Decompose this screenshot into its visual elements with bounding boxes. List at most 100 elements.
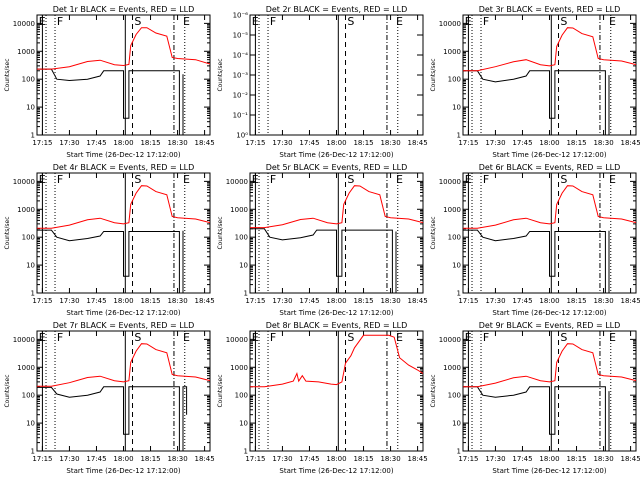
x-tick-label: 18:45 [621,139,640,147]
series-lld-line [37,185,210,229]
time-marker-label: S [134,15,141,28]
chart-title: Det 8r BLACK = Events, RED = LLD [266,321,408,330]
y-tick-label: 10 [26,104,35,112]
x-tick-label: 18:45 [408,297,428,305]
x-tick-label: 18:45 [195,139,215,147]
plot-frame [249,14,424,136]
x-tick-label: 18:15 [353,139,373,147]
y-tick-label: 10 [239,262,248,270]
x-tick-label: 17:45 [299,455,319,463]
chart-title: Det 2r BLACK = Events, RED = LLD [266,5,408,14]
y-tick-label: 100 [448,234,461,242]
series-lld-line [463,185,636,229]
y-tick-label: 10 [239,420,248,428]
x-tick-label: 18:45 [408,455,428,463]
time-marker-label: S [560,173,567,186]
y-tick-label: 10000 [13,336,35,344]
chart-title: Det 9r BLACK = Events, RED = LLD [479,321,621,330]
y-tick-label: 10⁻² [233,92,249,100]
y-tick-label: 1000 [17,206,35,214]
x-axis-label: Start Time (26-Dec-12 17:12:00) [279,467,393,475]
y-tick-label: 10000 [226,336,248,344]
y-tick-label: 10000 [439,20,461,28]
x-axis-label: Start Time (26-Dec-12 17:12:00) [492,151,606,159]
y-tick-label: 1 [31,290,35,298]
y-tick-label: 1000 [443,364,461,372]
y-axis-label: Counts/sec [217,58,224,91]
time-marker-label: E [396,15,403,28]
x-tick-label: 18:30 [380,297,400,305]
series-lld-line [37,343,210,387]
x-tick-label: 18:30 [593,297,613,305]
series-events-line [250,228,397,293]
x-tick-label: 17:15 [458,455,478,463]
x-tick-label: 18:15 [140,139,160,147]
x-tick-label: 17:30 [272,297,292,305]
series-events-line [37,229,184,293]
series-events-line [463,386,610,451]
y-tick-label: 10 [452,104,461,112]
time-marker-label: S [134,173,141,186]
series-lld-line [250,185,423,229]
time-marker-label: E [465,331,472,344]
x-tick-label: 17:15 [32,455,52,463]
y-tick-label: 100 [448,392,461,400]
x-tick-label: 17:30 [59,297,79,305]
series-events-line [37,68,184,135]
y-tick-label: 100 [22,392,35,400]
series-events-line [37,386,188,451]
series-lld-line [250,334,423,388]
y-tick-label: 100 [22,76,35,84]
time-marker-label: E [183,15,190,28]
x-axis-label: Start Time (26-Dec-12 17:12:00) [492,467,606,475]
time-marker-label: F [483,173,489,186]
time-marker-label: E [252,331,259,344]
time-marker-label: F [483,15,489,28]
time-marker-label: E [465,15,472,28]
x-tick-label: 17:45 [86,139,106,147]
x-tick-label: 18:15 [140,455,160,463]
x-tick-label: 17:15 [245,139,265,147]
x-tick-label: 17:45 [512,297,532,305]
y-tick-label: 1 [244,448,248,456]
time-marker-label: E [609,173,616,186]
x-tick-label: 17:15 [458,139,478,147]
y-tick-label: 1 [31,132,35,140]
x-tick-label: 18:00 [113,139,133,147]
x-tick-label: 18:30 [167,455,187,463]
x-tick-label: 17:30 [485,297,505,305]
time-marker-label: E [609,331,616,344]
time-marker-label: E [396,331,403,344]
y-tick-label: 10000 [439,178,461,186]
x-tick-label: 17:30 [272,139,292,147]
x-tick-label: 18:15 [353,455,373,463]
y-tick-label: 1000 [17,48,35,56]
x-tick-label: 17:45 [299,297,319,305]
x-tick-label: 17:30 [59,455,79,463]
x-tick-label: 17:45 [512,139,532,147]
x-tick-label: 18:15 [140,297,160,305]
y-axis-label: Counts/sec [217,216,224,249]
time-marker-label: F [57,15,63,28]
x-tick-label: 17:15 [245,297,265,305]
series-events-line [463,70,610,135]
x-tick-label: 18:15 [353,297,373,305]
y-tick-label: 10⁻⁶ [233,12,249,20]
x-tick-label: 18:00 [326,139,346,147]
series-lld-line [37,27,210,70]
y-tick-label: 1 [457,290,461,298]
x-axis-label: Start Time (26-Dec-12 17:12:00) [66,467,180,475]
x-tick-label: 18:45 [408,139,428,147]
y-axis-label: Counts/sec [4,374,11,407]
y-tick-label: 10000 [439,336,461,344]
time-marker-label: F [57,173,63,186]
time-marker-label: E [465,173,472,186]
time-marker-label: S [347,331,354,344]
x-tick-label: 18:30 [167,297,187,305]
y-tick-label: 10 [26,262,35,270]
y-tick-label: 10⁻⁵ [233,32,249,40]
x-tick-label: 17:15 [32,297,52,305]
x-tick-label: 18:45 [195,297,215,305]
series-events-line [463,229,610,293]
